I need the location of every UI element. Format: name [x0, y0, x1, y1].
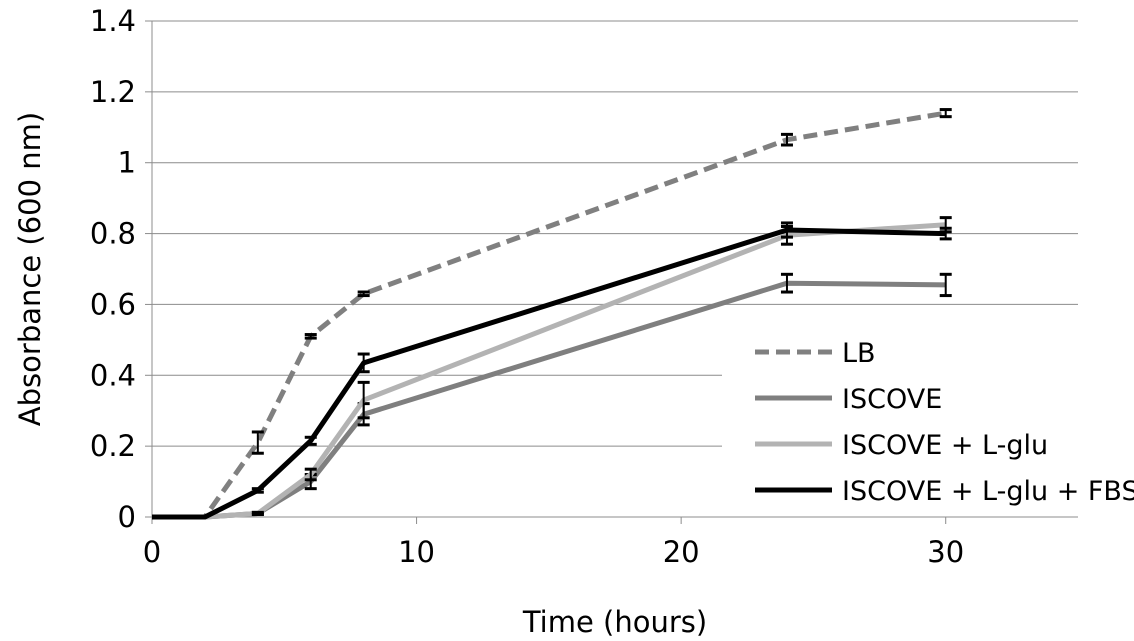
error-bar: [304, 467, 317, 482]
error-bar: [780, 272, 793, 294]
y-axis-title: Absorbance (600 nm): [13, 112, 47, 426]
y-tick-label: 0: [118, 500, 136, 534]
error-bar: [357, 352, 370, 374]
error-bar: [780, 221, 793, 239]
series-3: [152, 221, 952, 520]
error-bar: [251, 487, 264, 494]
legend-box: [722, 330, 1132, 512]
legend-label: ISCOVE: [842, 384, 942, 415]
legend: LB ISCOVE ISCOVE + L-glu ISCOVE + L-glu + F…: [722, 330, 1134, 512]
error-bar: [304, 435, 317, 446]
x-axis-title: Time (hours): [522, 605, 707, 639]
y-tick-label: 0.2: [90, 429, 136, 463]
legend-label: ISCOVE + L-glu + FBS: [842, 476, 1134, 507]
error-bar: [357, 380, 370, 420]
y-tick-label: 0.6: [90, 287, 136, 321]
error-bar: [357, 290, 370, 298]
y-axis-ticks: 0 0.2 0.4 0.6 0.8 1 1.2 1.4: [90, 4, 152, 534]
legend-label: LB: [842, 338, 876, 369]
error-bar: [939, 272, 952, 298]
error-bar: [251, 430, 264, 455]
y-tick-label: 1.2: [90, 75, 136, 109]
error-bar: [304, 333, 317, 340]
x-tick-label: 30: [927, 535, 964, 569]
x-tick-label: 0: [143, 535, 161, 569]
y-tick-label: 0.4: [90, 358, 136, 392]
x-axis-ticks: 0 10 20 30: [143, 517, 964, 569]
error-bar: [251, 510, 264, 517]
error-bar: [939, 108, 952, 119]
y-tick-label: 0.8: [90, 217, 136, 251]
series-group: [152, 108, 952, 520]
y-tick-label: 1: [118, 146, 136, 180]
y-tick-label: 1.4: [90, 4, 136, 38]
error-bar: [780, 132, 793, 147]
error-bar: [939, 226, 952, 241]
x-tick-label: 20: [663, 535, 700, 569]
x-tick-label: 10: [398, 535, 435, 569]
legend-label: ISCOVE + L-glu: [842, 430, 1048, 461]
